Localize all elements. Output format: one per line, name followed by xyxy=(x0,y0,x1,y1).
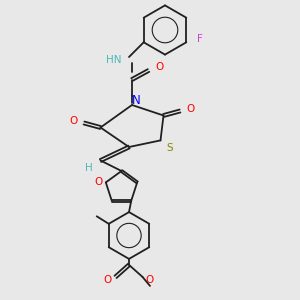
Text: O: O xyxy=(146,275,154,285)
Text: O: O xyxy=(94,177,102,188)
Text: O: O xyxy=(104,275,112,285)
Text: O: O xyxy=(186,104,195,114)
Text: F: F xyxy=(197,34,203,44)
Text: S: S xyxy=(166,143,173,153)
Text: H: H xyxy=(85,163,92,173)
Text: HN: HN xyxy=(106,55,122,65)
Text: O: O xyxy=(69,116,78,126)
Text: N: N xyxy=(132,94,141,107)
Text: O: O xyxy=(155,62,163,73)
